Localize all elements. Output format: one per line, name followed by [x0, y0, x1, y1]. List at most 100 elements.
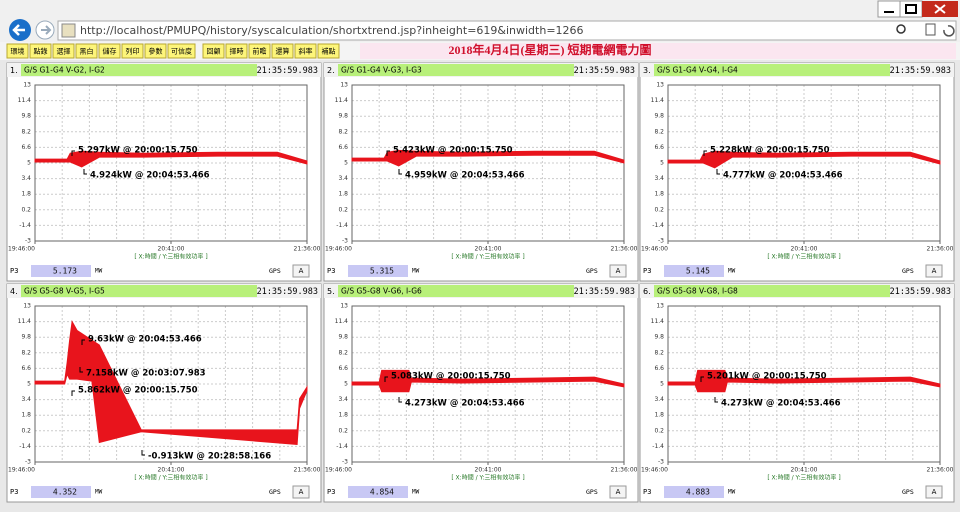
panel-number: 2.	[327, 66, 335, 75]
toolbar-button[interactable]	[29, 43, 52, 59]
y-tick-label: 1.8	[21, 191, 31, 198]
y-tick-label: 5	[660, 381, 664, 388]
toolbar-button[interactable]	[225, 43, 248, 59]
toolbar-button-label: 儲存	[103, 47, 117, 56]
x-tick-label: 21:36:00	[927, 467, 954, 474]
toolbar-button[interactable]	[75, 43, 98, 59]
y-tick-label: 8.2	[654, 128, 664, 135]
panel-time: 21:35:59.983	[890, 66, 951, 76]
y-tick-label: -3	[342, 459, 348, 466]
panel-number: 1.	[10, 66, 18, 75]
panel-number: 3.	[643, 66, 651, 75]
y-tick-label: 11.4	[651, 318, 665, 325]
toolbar-button[interactable]	[202, 43, 225, 59]
panel-name-box	[654, 64, 890, 76]
minimize-button[interactable]	[877, 0, 901, 18]
gps-label: GPS	[902, 488, 914, 496]
y-tick-label: 5	[27, 160, 31, 167]
phase-label: P3	[10, 267, 18, 275]
y-tick-label: 1.8	[654, 412, 664, 419]
address-bar[interactable]	[57, 20, 957, 41]
y-tick-label: 13	[23, 303, 31, 310]
toolbar-button-label: 參數	[149, 47, 163, 56]
value-box	[664, 265, 724, 277]
y-tick-label: 6.6	[21, 365, 31, 372]
panel-name-box	[338, 285, 574, 297]
power-value: 5.145	[686, 267, 710, 276]
panel-name: G/S G1-G4 V-G4, I-G4	[657, 66, 738, 75]
x-tick-label: 20:41:00	[475, 246, 502, 253]
maximize-button[interactable]	[899, 0, 923, 18]
chart-panel	[6, 283, 322, 503]
gps-label: GPS	[586, 267, 598, 275]
y-tick-label: 1.8	[338, 191, 348, 198]
annotation: 5.083kW @ 20:00:15.750	[391, 372, 511, 382]
annotation: -0.913kW @ 20:28:58.166	[148, 452, 271, 462]
power-trace	[667, 150, 941, 169]
toolbar-button[interactable]	[167, 43, 196, 59]
toolbar-button[interactable]	[248, 43, 271, 59]
x-tick-label: 20:41:00	[791, 467, 818, 474]
close-icon	[934, 4, 946, 14]
power-trace	[34, 150, 308, 168]
y-tick-label: 11.4	[335, 97, 349, 104]
power-value: 5.315	[370, 267, 394, 276]
gps-state: A	[299, 267, 304, 275]
y-tick-label: 9.8	[654, 113, 664, 120]
y-tick-label: 9.8	[21, 334, 31, 341]
y-tick-label: -1.4	[19, 222, 31, 229]
y-tick-label: -1.4	[652, 443, 664, 450]
panel-number: 5.	[327, 287, 335, 296]
toolbar-button[interactable]	[271, 43, 294, 59]
toolbar-button[interactable]	[98, 43, 121, 59]
y-tick-label: 3.4	[21, 396, 31, 403]
x-tick-label: 20:41:00	[791, 246, 818, 253]
x-tick-label: 19:46:00	[8, 246, 35, 253]
unit-label: MW	[95, 268, 103, 275]
compat-icon[interactable]	[925, 23, 936, 36]
refresh-icon[interactable]	[943, 25, 955, 37]
x-tick-label: 19:46:00	[641, 246, 668, 253]
y-tick-label: 0.2	[338, 427, 348, 434]
y-tick-label: 8.2	[338, 128, 348, 135]
y-tick-label: 3.4	[21, 175, 31, 182]
gps-state: A	[299, 488, 304, 496]
annotation-arrow	[386, 150, 390, 156]
gps-state: A	[616, 488, 621, 496]
annotation: 4.959kW @ 20:04:53.466	[405, 171, 525, 181]
y-tick-label: 9.8	[338, 113, 348, 120]
toolbar-button[interactable]	[121, 43, 144, 59]
x-tick-label: 20:41:00	[158, 246, 185, 253]
power-value: 4.352	[53, 488, 77, 497]
y-tick-label: 6.6	[654, 144, 664, 151]
power-value: 4.854	[370, 488, 394, 497]
search-icon[interactable]	[896, 24, 906, 34]
y-tick-label: 0.2	[654, 206, 664, 213]
y-tick-label: 0.2	[338, 206, 348, 213]
y-tick-label: 9.8	[21, 113, 31, 120]
x-tick-label: 19:46:00	[641, 467, 668, 474]
phase-label: P3	[327, 488, 335, 496]
annotation: 5.228kW @ 20:00:15.750	[710, 146, 830, 156]
y-tick-label: 11.4	[18, 318, 32, 325]
toolbar-button[interactable]	[294, 43, 317, 59]
toolbar-button[interactable]	[52, 43, 75, 59]
toolbar-button[interactable]	[317, 43, 340, 59]
gps-label: GPS	[586, 488, 598, 496]
panel-name: G/S G5-G8 V-G5, I-G5	[24, 287, 105, 296]
axis-caption: [ X:時間 / Y:三相有效功率 ]	[451, 253, 524, 261]
x-tick-label: 19:46:00	[8, 467, 35, 474]
toolbar-button[interactable]	[6, 43, 29, 59]
x-tick-label: 20:41:00	[158, 467, 185, 474]
page-title: 2018年4月4日(星期三) 短期電網電力圖	[449, 42, 652, 57]
y-tick-label: 13	[340, 303, 348, 310]
value-box	[664, 486, 724, 498]
toolbar-button[interactable]	[144, 43, 167, 59]
unit-label: MW	[412, 489, 420, 496]
annotation-arrow	[398, 397, 402, 403]
panel-time: 21:35:59.983	[890, 287, 951, 297]
chart-panel	[323, 62, 639, 282]
annotation-arrow	[398, 169, 402, 175]
y-tick-label: 11.4	[651, 97, 665, 104]
